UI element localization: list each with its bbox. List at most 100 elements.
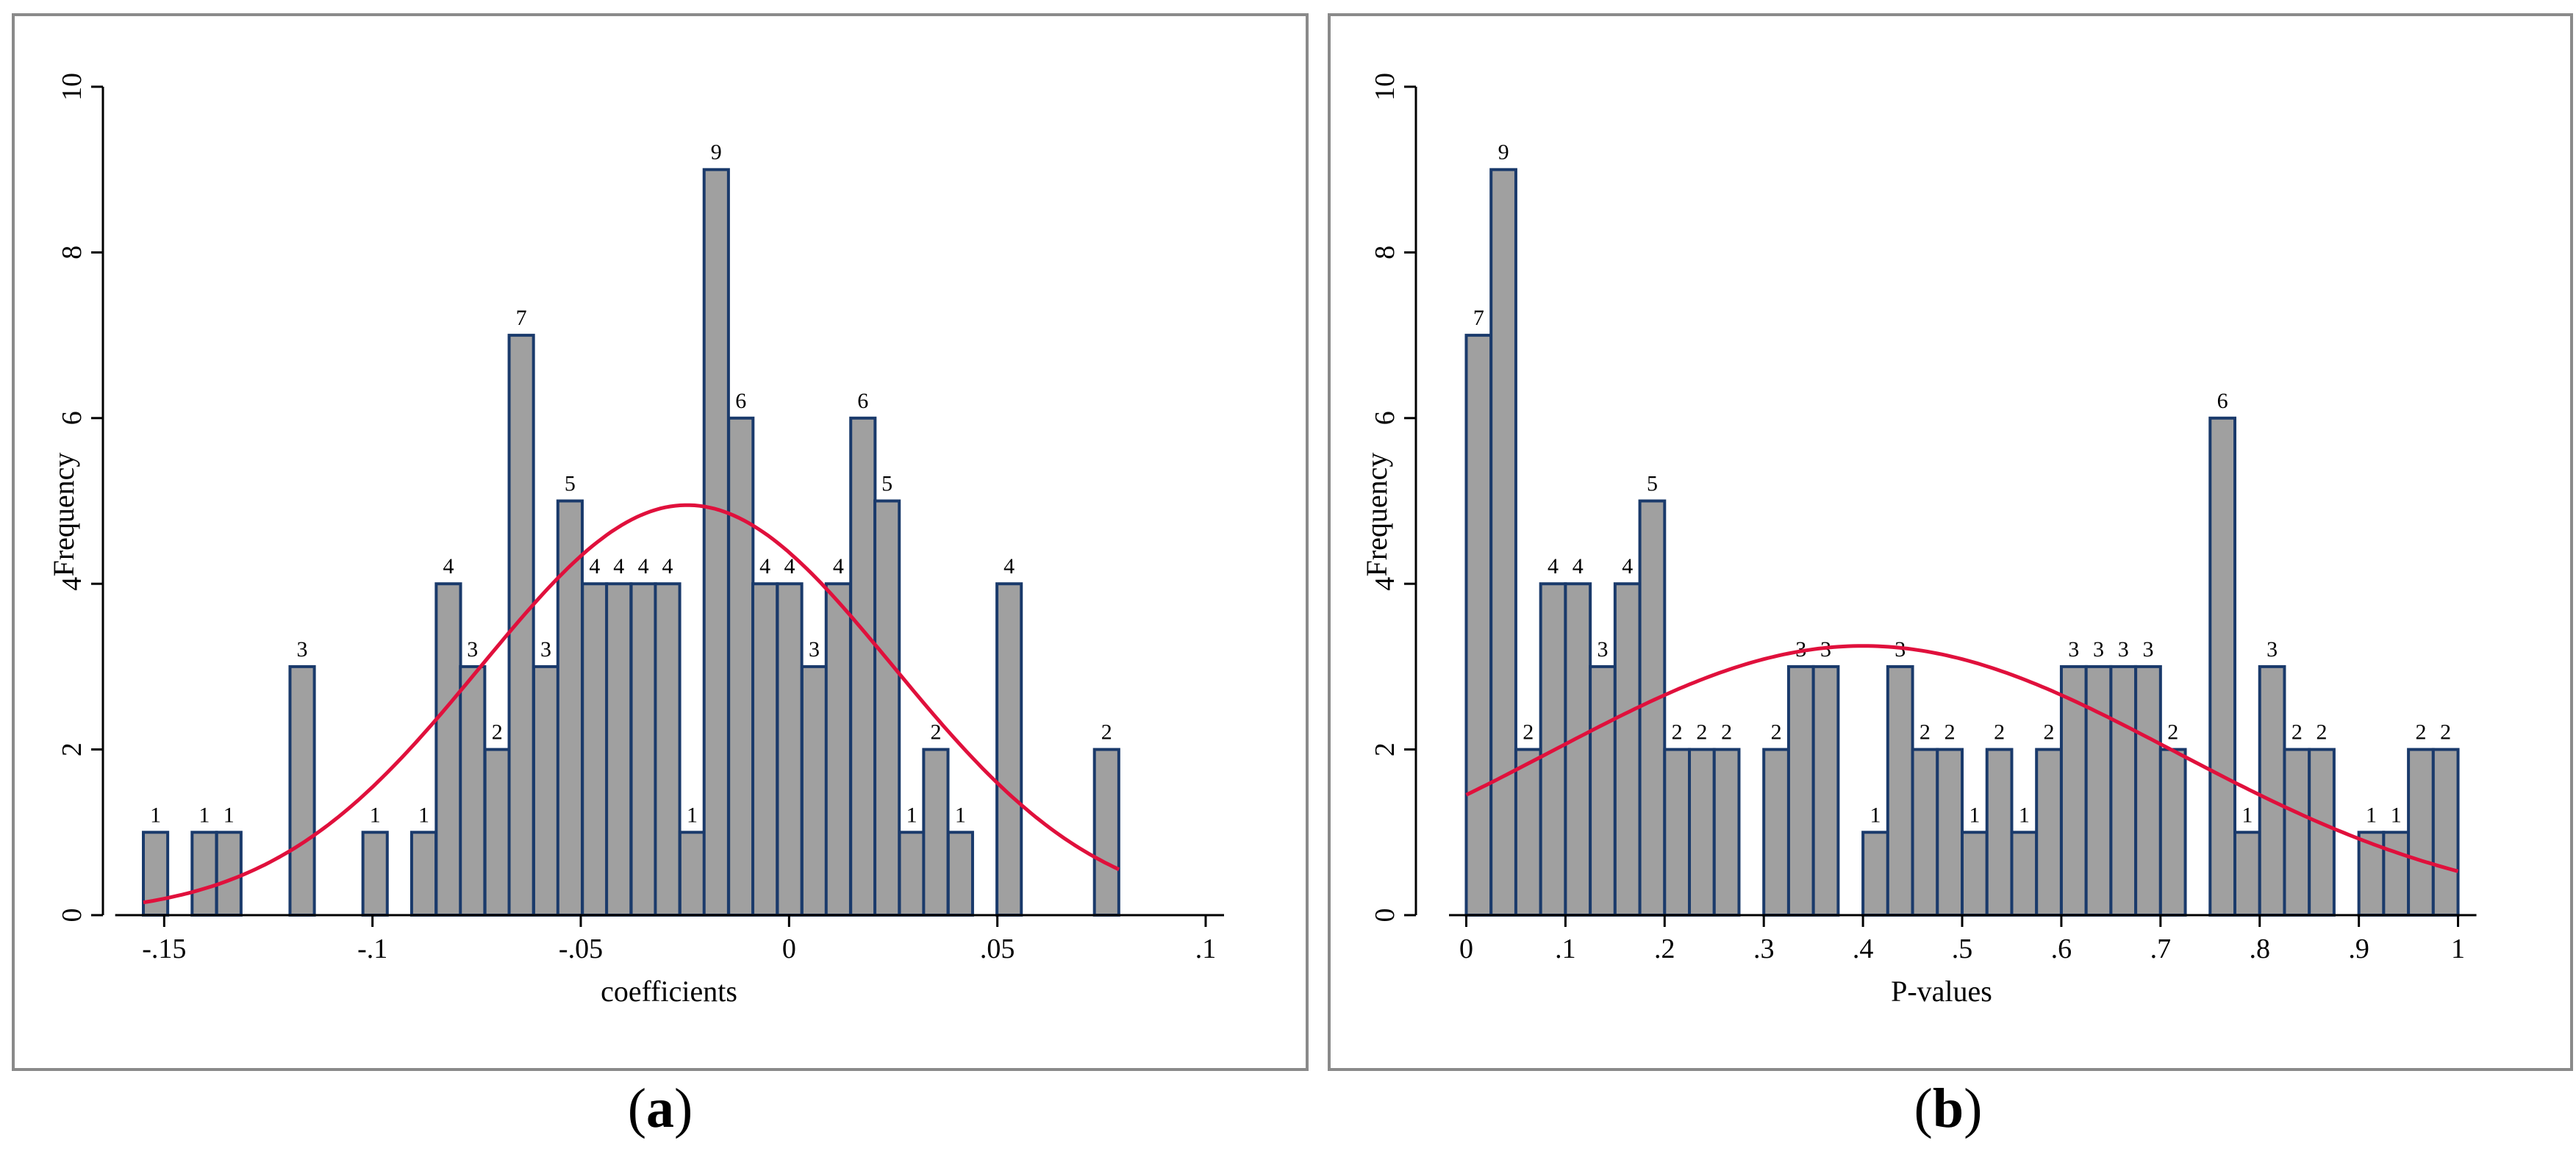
histogram-bar xyxy=(727,416,755,917)
bar-count-label: 1 xyxy=(2366,803,2377,827)
bar-count-label: 6 xyxy=(735,389,746,413)
y-tick-label: 2 xyxy=(1370,742,1400,756)
bar-count-label: 3 xyxy=(2266,637,2278,662)
bar-count-label: 1 xyxy=(906,803,917,827)
histogram-bar xyxy=(1613,582,1642,917)
bar-count-label: 4 xyxy=(1003,554,1015,578)
bar-count-label: 5 xyxy=(565,472,576,496)
y-tick-label: 6 xyxy=(1370,411,1400,425)
caption-b: (b) xyxy=(1914,1078,1983,1139)
bar-count-label: 3 xyxy=(2093,637,2104,662)
histogram-bar xyxy=(898,831,926,917)
x-tick-label: .05 xyxy=(980,934,1015,964)
bar-count-label: 1 xyxy=(150,803,161,827)
histogram-bar xyxy=(702,168,730,917)
y-tick-label: 6 xyxy=(57,411,87,425)
bar-count-label: 5 xyxy=(1647,472,1658,496)
y-tick-label: 0 xyxy=(1370,909,1400,922)
histogram-bar xyxy=(1564,582,1592,917)
histogram-bar xyxy=(483,748,511,917)
histogram-bar xyxy=(1589,664,1617,917)
x-tick-label: -.1 xyxy=(357,934,387,964)
histogram-bar xyxy=(2010,831,2039,917)
histogram-bar xyxy=(776,582,804,917)
bar-count-label: 1 xyxy=(687,803,698,827)
histogram-bar xyxy=(1464,334,1493,917)
y-tick-label: 4 xyxy=(1370,577,1400,591)
bar-count-label: 2 xyxy=(2440,720,2451,745)
bar-count-label: 1 xyxy=(955,803,966,827)
histogram-bar xyxy=(751,582,779,917)
histogram-bar xyxy=(678,831,706,917)
bar-count-label: 4 xyxy=(638,554,649,578)
bar-count-label: 4 xyxy=(613,554,624,578)
x-tick-label: .4 xyxy=(1853,934,1874,964)
x-tick-label: .8 xyxy=(2249,934,2270,964)
bar-count-label: 3 xyxy=(540,637,551,662)
bar-count-label: 1 xyxy=(223,803,235,827)
histogram-bar xyxy=(2158,748,2187,917)
bar-count-label: 4 xyxy=(784,554,795,578)
bar-count-label: 1 xyxy=(370,803,381,827)
bar-count-label: 6 xyxy=(857,389,868,413)
histogram-bar xyxy=(824,582,852,917)
bar-count-label: 9 xyxy=(1498,140,1509,165)
bar-count-label: 7 xyxy=(516,306,527,330)
histogram-bar xyxy=(409,831,438,917)
bar-count-label: 2 xyxy=(1920,720,1931,745)
histogram-bar xyxy=(2382,831,2411,917)
bar-count-label: 3 xyxy=(297,637,308,662)
histogram-bar xyxy=(581,582,609,917)
bar-count-label: 2 xyxy=(1672,720,1683,745)
bar-count-label: 7 xyxy=(1473,306,1484,330)
bar-count-label: 3 xyxy=(2068,637,2079,662)
y-tick-label: 4 xyxy=(57,577,87,591)
y-tick-label: 10 xyxy=(1370,73,1400,101)
histogram-bar xyxy=(1712,748,1741,917)
x-axis-title: coefficients xyxy=(601,975,737,1008)
histogram-bar xyxy=(873,499,901,917)
y-tick-label: 8 xyxy=(1370,246,1400,259)
bar-count-label: 4 xyxy=(1622,554,1633,578)
x-tick-label: -.05 xyxy=(559,934,603,964)
histogram-bar xyxy=(1786,664,1815,917)
histogram-bar xyxy=(2407,748,2435,917)
histogram-bar xyxy=(1985,748,2014,917)
bar-count-label: 4 xyxy=(1548,554,1559,578)
x-tick-label: 0 xyxy=(1459,934,1473,964)
x-tick-label: .3 xyxy=(1753,934,1775,964)
bar-count-label: 1 xyxy=(198,803,210,827)
histogram-bar xyxy=(288,664,316,917)
bar-count-label: 3 xyxy=(2142,637,2153,662)
bar-count-label: 1 xyxy=(2242,803,2253,827)
histogram-bar xyxy=(1936,748,1964,917)
histogram-bar xyxy=(995,582,1023,917)
histogram-bar xyxy=(2084,664,2113,917)
y-tick-label: 0 xyxy=(57,909,87,922)
x-tick-label: .1 xyxy=(1555,934,1576,964)
bar-count-label: 2 xyxy=(2316,720,2328,745)
histogram-bar xyxy=(654,582,681,917)
y-axis-title: Frequency xyxy=(47,453,80,577)
x-tick-label: .1 xyxy=(1195,934,1217,964)
bar-count-label: 2 xyxy=(1696,720,1707,745)
caption-a-letter: a xyxy=(646,1078,674,1139)
y-tick-label: 8 xyxy=(57,246,87,259)
histogram-bar xyxy=(1514,748,1542,917)
histogram-bar xyxy=(2233,831,2261,917)
histogram-bar xyxy=(459,664,487,917)
normal-density-curve xyxy=(143,503,1120,905)
histogram-bar xyxy=(605,582,633,917)
histogram-bar xyxy=(1811,664,1840,917)
caption-b-letter: b xyxy=(1932,1078,1964,1139)
histogram-bar xyxy=(1663,748,1692,917)
histogram-bar xyxy=(1489,168,1517,917)
bar-count-label: 2 xyxy=(930,720,941,745)
histogram-bar xyxy=(2258,664,2286,917)
x-tick-label: 0 xyxy=(782,934,796,964)
normal-density-curve xyxy=(1465,644,2459,873)
bar-count-label: 2 xyxy=(1994,720,2005,745)
x-tick-label: .5 xyxy=(1952,934,1973,964)
